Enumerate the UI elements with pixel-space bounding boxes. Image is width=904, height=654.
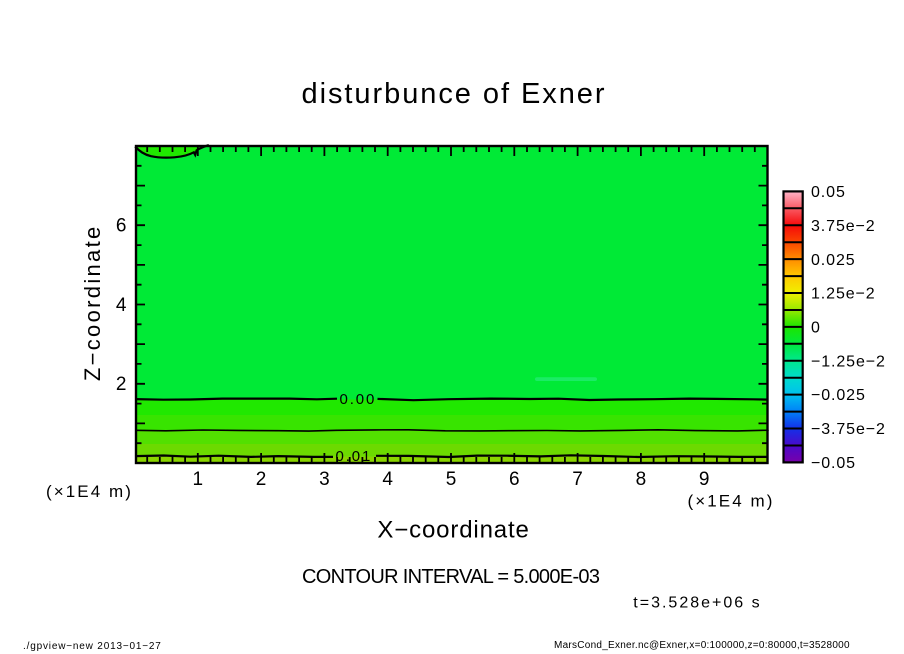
- svg-text:−1.25e−2: −1.25e−2: [811, 353, 886, 370]
- svg-text:2: 2: [256, 469, 267, 490]
- svg-text:4: 4: [116, 295, 127, 316]
- svg-text:MarsCond_Exner.nc@Exner,x=0:10: MarsCond_Exner.nc@Exner,x=0:100000,z=0:8…: [554, 640, 850, 651]
- svg-text:0.00: 0.00: [340, 391, 377, 408]
- svg-text:7: 7: [572, 469, 583, 490]
- svg-text:3.75e−2: 3.75e−2: [811, 218, 876, 235]
- svg-text:t=3.528e+06 s: t=3.528e+06 s: [633, 595, 761, 612]
- svg-text:0.025: 0.025: [811, 252, 856, 269]
- svg-text:(×1E4 m): (×1E4 m): [688, 492, 775, 511]
- svg-text:−3.75e−2: −3.75e−2: [811, 421, 886, 438]
- svg-text:0.05: 0.05: [811, 184, 846, 201]
- svg-text:3: 3: [319, 469, 330, 490]
- svg-text:0: 0: [811, 320, 821, 337]
- svg-text:(×1E4 m): (×1E4 m): [46, 482, 133, 501]
- svg-text:6: 6: [509, 469, 520, 490]
- svg-text:5: 5: [446, 469, 457, 490]
- svg-text:9: 9: [699, 469, 710, 490]
- svg-text:1.25e−2: 1.25e−2: [811, 286, 876, 303]
- svg-text:X−coordinate: X−coordinate: [377, 517, 529, 544]
- svg-text:2: 2: [116, 374, 127, 395]
- svg-text:Z−coordinate: Z−coordinate: [80, 224, 105, 381]
- svg-text:8: 8: [636, 469, 647, 490]
- svg-text:4: 4: [382, 469, 393, 490]
- svg-text:1: 1: [193, 469, 204, 490]
- svg-text:−0.05: −0.05: [811, 455, 856, 472]
- svg-text:disturbunce of Exner: disturbunce of Exner: [302, 78, 607, 110]
- svg-text:CONTOUR INTERVAL = 5.000E-03: CONTOUR INTERVAL = 5.000E-03: [302, 566, 600, 588]
- svg-text:0.01: 0.01: [336, 448, 373, 465]
- svg-text:6: 6: [116, 215, 127, 236]
- svg-text:./gpview−new 2013−01−27: ./gpview−new 2013−01−27: [23, 641, 162, 652]
- svg-text:−0.025: −0.025: [811, 387, 866, 404]
